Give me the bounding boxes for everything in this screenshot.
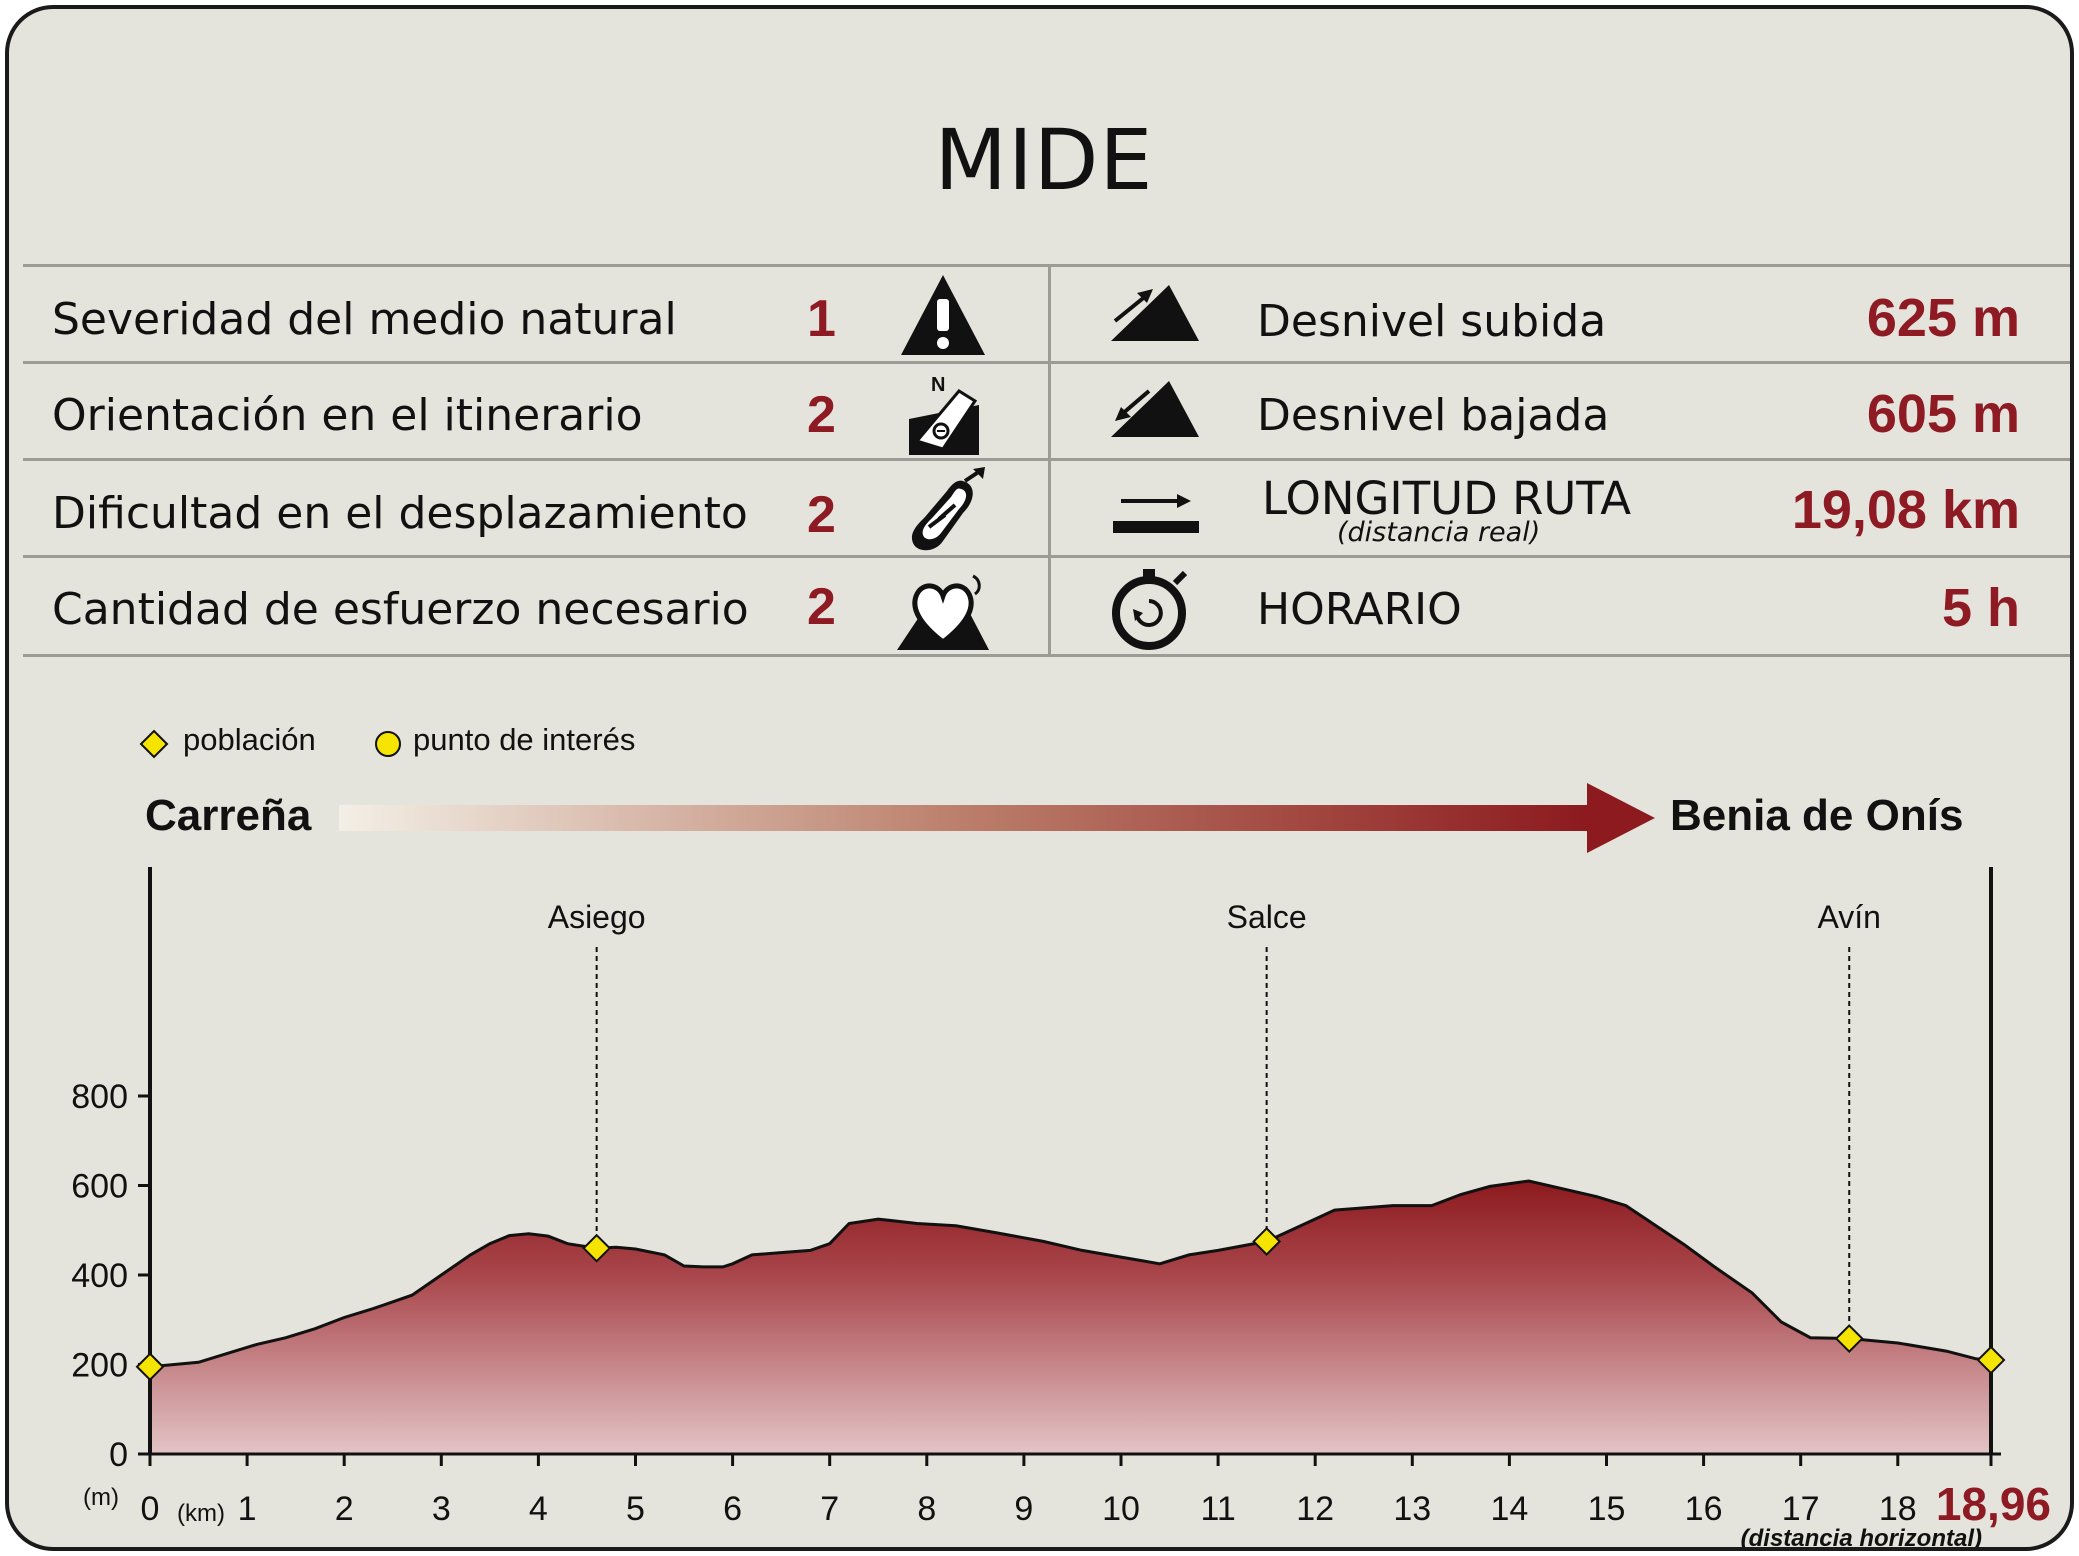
annotation-label: Salce [1227, 899, 1307, 935]
elevation-area [150, 1181, 1991, 1454]
x-tick-label: 0 [141, 1490, 160, 1528]
y-tick-label: 600 [71, 1168, 128, 1206]
ascent-slope-icon [1111, 285, 1199, 341]
x-tick-label: 3 [432, 1490, 451, 1528]
x-tick-label: 14 [1490, 1490, 1528, 1528]
table-divider [23, 654, 2070, 657]
footprint-icon [911, 467, 985, 551]
x-tick-label: 10 [1102, 1490, 1140, 1528]
x-tick-label: 6 [723, 1490, 742, 1528]
punto-interes-marker-icon [375, 731, 401, 757]
legend-punto-interes: punto de interés [413, 722, 636, 757]
annotation-label: Asiego [548, 899, 646, 935]
table-divider [23, 555, 2070, 558]
annotation-label: Avín [1818, 899, 1881, 935]
severidad-value: 1 [807, 290, 836, 348]
x-tick-label: 13 [1393, 1490, 1431, 1528]
y-tick-label: 400 [71, 1257, 128, 1295]
route-direction-arrow [339, 783, 1655, 853]
warning-triangle-icon [901, 275, 985, 355]
x-tick-label: 18 [1879, 1490, 1917, 1528]
y-tick-label: 800 [71, 1078, 128, 1116]
x-tick-label: 2 [335, 1490, 354, 1528]
x-tick-label: 17 [1782, 1490, 1820, 1528]
poblacion-marker-icon [139, 729, 169, 759]
x-tick-label: 5 [626, 1490, 645, 1528]
longitud-ruta-sublabel: (distancia real) [1337, 517, 1541, 548]
poblacion-marker [1252, 1227, 1282, 1256]
dificultad-label: Dificultad en el desplazamiento [52, 488, 748, 539]
x-tick-label: 12 [1296, 1490, 1334, 1528]
x-tick-label: 11 [1200, 1490, 1235, 1528]
table-column-divider [1048, 267, 1051, 657]
y-axis-unit: (m) [83, 1484, 119, 1511]
descent-slope-icon [1111, 381, 1199, 437]
route-start: Carreña [145, 791, 312, 840]
compass-orientation-icon: N [909, 374, 979, 455]
total-distance-sublabel: (distancia horizontal) [1741, 1525, 1982, 1551]
x-tick-label: 1 [238, 1490, 257, 1528]
x-axis-unit: (km) [177, 1500, 225, 1527]
desnivel-subida-value: 625 m [1866, 288, 2020, 348]
esfuerzo-value: 2 [807, 578, 836, 636]
elevation-line [149, 1179, 1992, 1369]
distance-arrow-icon [1113, 494, 1199, 533]
esfuerzo-label: Cantidad de esfuerzo necesario [52, 584, 749, 635]
x-tick-label: 9 [1014, 1490, 1033, 1528]
desnivel-subida-label: Desnivel subida [1257, 296, 1607, 347]
horario-label: HORARIO [1257, 584, 1462, 635]
poblacion-marker [582, 1233, 612, 1263]
mide-card: MIDE Severidad del medio natural 1 Orien… [5, 5, 2074, 1551]
longitud-ruta-label: LONGITUD RUTA [1262, 472, 1632, 525]
poblacion-marker [1834, 1324, 1864, 1353]
x-tick-label: 7 [820, 1490, 839, 1528]
table-divider [23, 361, 2070, 364]
stopwatch-icon [1112, 569, 1188, 650]
x-tick-label: 4 [529, 1490, 548, 1528]
x-tick-label: 8 [917, 1490, 936, 1528]
table-divider [23, 264, 2070, 267]
poblacion-marker [135, 1352, 165, 1382]
page-title: MIDE [934, 111, 1154, 209]
dificultad-value: 2 [807, 486, 836, 544]
severidad-label: Severidad del medio natural [52, 294, 677, 345]
poblacion-marker [1976, 1345, 2006, 1375]
svg-text:N: N [931, 374, 945, 396]
y-tick-label: 0 [109, 1436, 128, 1474]
x-tick-label: 15 [1588, 1490, 1626, 1528]
desnivel-bajada-label: Desnivel bajada [1257, 390, 1610, 441]
orientacion-label: Orientación en el itinerario [52, 390, 643, 441]
x-tick-label: 16 [1685, 1490, 1723, 1528]
orientacion-value: 2 [807, 386, 836, 444]
y-tick-label: 200 [71, 1347, 128, 1385]
total-distance-label: 18,96 [1936, 1478, 2051, 1530]
legend-poblacion: población [183, 722, 316, 757]
desnivel-bajada-value: 605 m [1866, 384, 2020, 444]
heart-effort-icon [897, 574, 989, 650]
horario-value: 5 h [1941, 578, 2020, 638]
route-end: Benia de Onís [1670, 791, 1964, 840]
longitud-ruta-value: 19,08 km [1791, 480, 2020, 540]
table-divider [23, 458, 2070, 461]
